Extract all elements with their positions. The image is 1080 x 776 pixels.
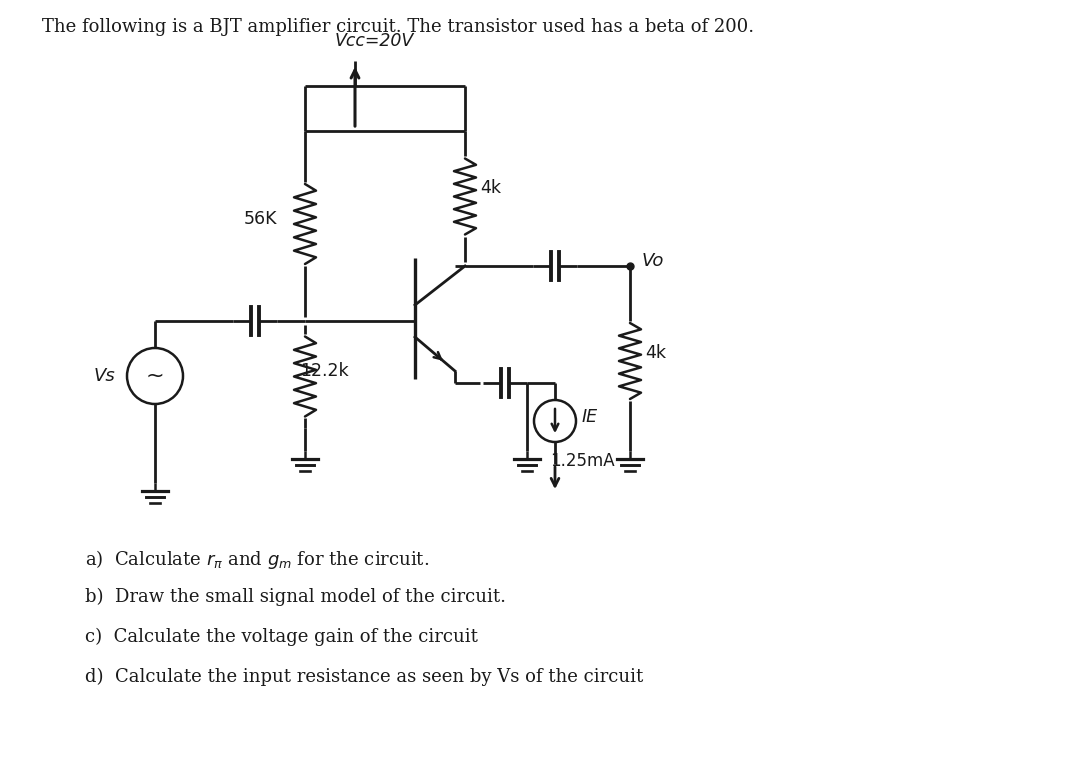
- Text: Vs: Vs: [93, 367, 114, 385]
- Text: a)  Calculate $r_\pi$ and $g_m$ for the circuit.: a) Calculate $r_\pi$ and $g_m$ for the c…: [85, 548, 429, 571]
- Text: 4k: 4k: [645, 344, 666, 362]
- Text: Vcc=20V: Vcc=20V: [335, 32, 415, 50]
- Text: 12.2k: 12.2k: [300, 362, 349, 380]
- Text: d)  Calculate the input resistance as seen by Vs of the circuit: d) Calculate the input resistance as see…: [85, 668, 644, 686]
- Text: 56K: 56K: [243, 210, 276, 228]
- Text: c)  Calculate the voltage gain of the circuit: c) Calculate the voltage gain of the cir…: [85, 628, 477, 646]
- Text: Vo: Vo: [642, 252, 664, 270]
- Text: 1.25mA: 1.25mA: [550, 452, 615, 470]
- Text: ~: ~: [146, 366, 164, 386]
- Text: b)  Draw the small signal model of the circuit.: b) Draw the small signal model of the ci…: [85, 588, 507, 606]
- Text: The following is a BJT amplifier circuit. The transistor used has a beta of 200.: The following is a BJT amplifier circuit…: [42, 18, 754, 36]
- Text: 4k: 4k: [480, 179, 501, 198]
- Text: IE: IE: [582, 408, 598, 426]
